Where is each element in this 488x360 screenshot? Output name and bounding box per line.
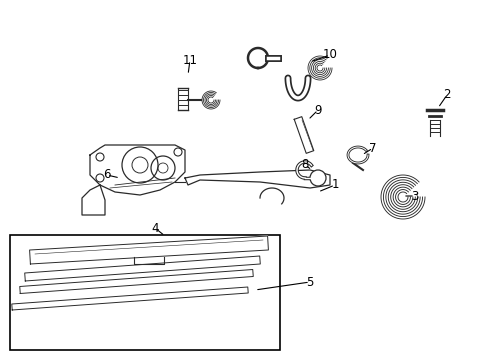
Text: 9: 9 (314, 104, 321, 117)
Circle shape (96, 174, 104, 182)
Text: 8: 8 (301, 158, 308, 171)
Text: 10: 10 (322, 49, 337, 62)
Polygon shape (12, 287, 248, 310)
Text: 4: 4 (151, 221, 159, 234)
Text: 5: 5 (305, 275, 313, 288)
Circle shape (96, 153, 104, 161)
Polygon shape (20, 270, 253, 293)
Text: 11: 11 (182, 54, 197, 67)
Polygon shape (90, 145, 184, 195)
Text: 1: 1 (330, 179, 338, 192)
Polygon shape (30, 236, 268, 264)
Text: 2: 2 (442, 89, 450, 102)
Text: 6: 6 (103, 168, 110, 181)
Text: 3: 3 (410, 189, 418, 202)
Bar (10, 235, 280, 350)
Polygon shape (294, 117, 313, 153)
Circle shape (174, 148, 182, 156)
Polygon shape (25, 256, 260, 281)
Polygon shape (184, 170, 329, 188)
Circle shape (309, 170, 325, 186)
Text: 7: 7 (368, 141, 376, 154)
